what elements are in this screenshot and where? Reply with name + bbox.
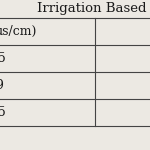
Text: .5: .5 <box>0 52 7 65</box>
Text: .5: .5 <box>0 106 7 119</box>
Text: 9: 9 <box>0 79 3 92</box>
Text: μs/cm): μs/cm) <box>0 25 37 38</box>
Text: Irrigation Based on Sal: Irrigation Based on Sal <box>37 2 150 15</box>
